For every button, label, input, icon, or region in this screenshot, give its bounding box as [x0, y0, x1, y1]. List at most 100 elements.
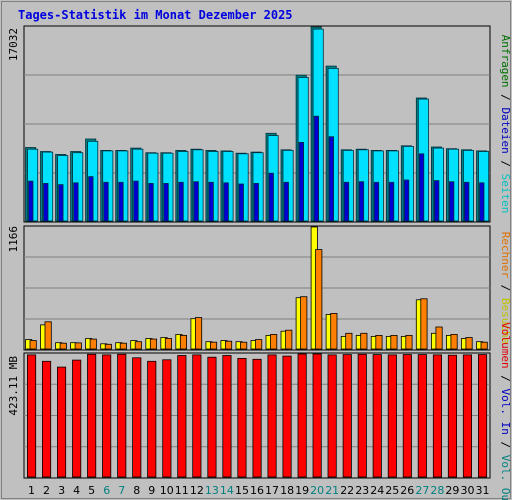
- y-axis-label-part: /: [499, 435, 512, 455]
- bar-requests-dateien-day-31: [479, 182, 485, 222]
- x-tick-label-day-20: 20: [310, 484, 324, 497]
- bar-requests-dateien-day-29: [448, 181, 455, 222]
- bar-volume-volumen-day-30: [462, 354, 472, 478]
- x-tick-label-day-10: 10: [160, 484, 174, 497]
- bar-requests-dateien-day-15: [238, 183, 244, 222]
- y-axis-label-part: /: [499, 369, 512, 389]
- bar-volume-volumen-day-10: [162, 359, 172, 478]
- bar-requests-dateien-day-22: [343, 181, 350, 222]
- y-axis-label-part: Vol. Out: [499, 455, 512, 500]
- bar-requests-dateien-day-25: [388, 181, 395, 222]
- x-tick-label-day-17: 17: [265, 484, 279, 497]
- bar-volume-volumen-day-19: [297, 353, 307, 478]
- chart-title: Tages-Statistik im Monat Dezember 2025: [18, 8, 293, 22]
- bar-requests-dateien-day-30: [463, 181, 470, 222]
- bar-volume-volumen-day-18: [282, 355, 292, 478]
- bar-visits-rechner-day-6: [104, 343, 112, 350]
- bar-requests-dateien-day-26: [403, 179, 410, 222]
- bar-volume-volumen-day-4: [72, 359, 82, 478]
- bar-requests-dateien-day-7: [118, 181, 124, 222]
- bar-visits-rechner-day-14: [224, 340, 233, 350]
- bar-volume-volumen-day-31: [477, 354, 488, 478]
- x-tick-label-day-7: 7: [118, 484, 125, 497]
- bar-visits-rechner-day-13: [209, 341, 218, 350]
- bar-volume-volumen-day-11: [177, 355, 187, 478]
- bar-volume-volumen-day-16: [252, 358, 262, 478]
- x-tick-label-day-19: 19: [295, 484, 309, 497]
- bar-visits-rechner-day-21: [330, 312, 338, 350]
- bar-visits-rechner-day-23: [360, 332, 368, 350]
- x-tick-label-day-12: 12: [190, 484, 204, 497]
- y-axis-label-part: Dateien: [499, 107, 512, 153]
- bar-requests-dateien-day-8: [133, 180, 139, 222]
- bar-requests-dateien-day-3: [58, 184, 64, 222]
- y-max-label-requests: 17032: [7, 28, 20, 61]
- bar-visits-rechner-day-29: [450, 333, 458, 350]
- x-tick-label-day-15: 15: [235, 484, 249, 497]
- y-axis-label-part: Anfragen: [499, 35, 512, 88]
- y-axis-label-part: /: [499, 88, 512, 108]
- panel-visits: 1166 Rechner / Besuche: [7, 225, 512, 351]
- x-tick-label-day-1: 1: [28, 484, 35, 497]
- bar-requests-dateien-day-24: [373, 181, 380, 222]
- bar-visits-rechner-day-1: [29, 340, 37, 350]
- bar-visits-rechner-day-30: [465, 337, 473, 350]
- bar-volume-volumen-day-26: [402, 354, 412, 478]
- x-tick-label-day-28: 28: [430, 484, 444, 497]
- bar-visits-rechner-day-12: [194, 317, 203, 350]
- bar-volume-volumen-day-1: [26, 354, 37, 478]
- bar-visits-rechner-day-24: [375, 334, 383, 350]
- bar-requests-dateien-day-6: [103, 181, 109, 222]
- bar-requests-dateien-day-5: [88, 176, 94, 222]
- bar-volume-volumen-day-20: [312, 353, 322, 478]
- y-axis-label-part: Vol. In: [499, 389, 512, 435]
- bar-volume-volumen-day-25: [387, 354, 397, 478]
- bar-volume-volumen-day-21: [327, 354, 337, 478]
- x-tick-label-day-2: 2: [43, 484, 50, 497]
- y-axis-label-part: /: [499, 278, 512, 298]
- bar-requests-dateien-day-1: [28, 180, 34, 222]
- x-tick-label-day-30: 30: [461, 484, 475, 497]
- bar-volume-volumen-day-22: [342, 354, 352, 478]
- bar-requests-dateien-day-13: [208, 181, 214, 222]
- bar-volume-volumen-day-29: [447, 354, 457, 478]
- bar-requests-dateien-day-14: [223, 182, 229, 222]
- bar-visits-rechner-day-31: [480, 341, 488, 350]
- bar-requests-dateien-day-17: [268, 172, 274, 222]
- y-max-label-visits: 1166: [7, 226, 20, 253]
- y-axis-label-requests: Anfragen / Dateien / Seiten: [499, 35, 512, 214]
- bar-volume-volumen-day-8: [132, 357, 142, 478]
- x-tick-label-day-31: 31: [476, 484, 490, 497]
- x-tick-label-day-13: 13: [205, 484, 219, 497]
- x-tick-label-day-22: 22: [340, 484, 354, 497]
- bar-volume-volumen-day-12: [192, 354, 202, 478]
- bar-volume-volumen-day-28: [432, 354, 442, 478]
- bar-visits-rechner-day-4: [74, 342, 82, 350]
- x-tick-label-day-18: 18: [280, 484, 294, 497]
- bar-requests-dateien-day-10: [163, 182, 169, 222]
- x-tick-label-day-3: 3: [58, 484, 65, 497]
- bar-requests-dateien-day-20: [313, 115, 320, 222]
- x-tick-label-day-9: 9: [148, 484, 155, 497]
- x-tick-label-day-26: 26: [400, 484, 414, 497]
- bar-volume-volumen-day-24: [372, 354, 382, 478]
- bar-volume-volumen-day-17: [267, 354, 277, 478]
- y-axis-label-part: /: [499, 154, 512, 174]
- x-tick-label-day-5: 5: [88, 484, 95, 497]
- x-tick-label-day-24: 24: [370, 484, 384, 497]
- bar-visits-rechner-day-26: [405, 334, 413, 350]
- x-tick-label-day-23: 23: [355, 484, 369, 497]
- bar-volume-volumen-day-15: [237, 357, 247, 478]
- x-tick-label-day-4: 4: [73, 484, 80, 497]
- y-axis-label-visits: Rechner / Besuche: [499, 232, 512, 345]
- bar-visits-rechner-day-5: [89, 338, 97, 350]
- bar-visits-rechner-day-20: [315, 249, 323, 350]
- bar-requests-dateien-day-21: [328, 136, 335, 222]
- y-axis-label-volume: Volumen / Vol. In / Vol. Out: [499, 322, 512, 500]
- bar-visits-rechner-day-7: [119, 342, 127, 350]
- bar-volume-volumen-day-3: [57, 366, 67, 478]
- y-axis-label-part: Besuche: [499, 298, 512, 344]
